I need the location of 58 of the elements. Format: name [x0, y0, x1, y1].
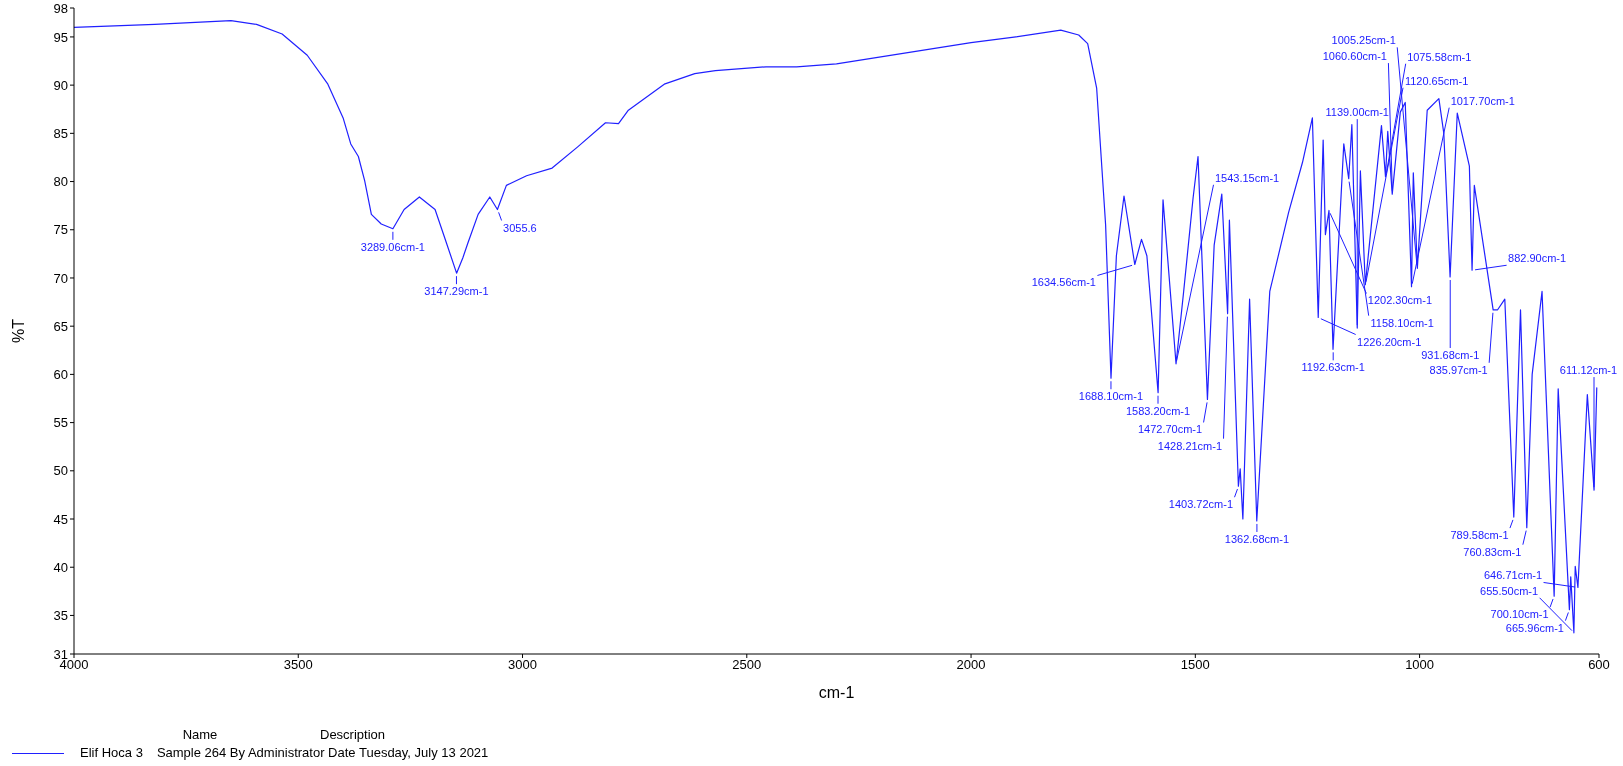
legend-label: Elif Hoca 3	[80, 744, 143, 762]
annotation: 1120.65cm-1	[1404, 74, 1469, 87]
y-axis-title: %T	[9, 318, 27, 343]
x-tick-label: 600	[1588, 657, 1610, 673]
y-tick-label: 85	[53, 125, 68, 141]
annotation: 882.90cm-1	[1508, 252, 1567, 265]
y-tick-label: 65	[53, 318, 68, 334]
annotation: 1472.70cm-1	[1137, 423, 1203, 436]
annotation: 1192.63cm-1	[1301, 361, 1365, 374]
y-tick-label: 70	[53, 270, 68, 286]
annotation: 3147.29cm-1	[424, 285, 489, 298]
y-tick-label: 55	[53, 415, 68, 431]
y-tick-label: 60	[53, 367, 68, 382]
annotation: 1428.21cm-1	[1157, 439, 1223, 452]
y-tick-label: 80	[53, 174, 68, 190]
y-tick-label: 98	[53, 0, 68, 16]
y-tick-label: 75	[53, 222, 68, 238]
legend-title: Name	[181, 726, 219, 744]
annotation: 835.97cm-1	[1429, 363, 1488, 376]
annotation: 760.83cm-1	[1463, 545, 1522, 558]
annotation: 655.50cm-1	[1480, 584, 1539, 597]
annotation: 1403.72cm-1	[1168, 498, 1234, 511]
annotation: 1075.58cm-1	[1407, 50, 1472, 63]
annotation: 1543.15cm-1	[1214, 171, 1280, 184]
x-tick-label: 2500	[732, 657, 762, 673]
y-tick-label: 45	[53, 511, 68, 527]
annotation: 1583.20cm-1	[1125, 404, 1191, 417]
annotation: 1017.70cm-1	[1450, 94, 1515, 107]
annotation: 1226.20cm-1	[1357, 335, 1422, 348]
y-tick-label: 40	[53, 559, 68, 575]
x-axis-title: cm-1	[818, 684, 855, 701]
y-tick-label: 50	[53, 463, 68, 479]
text: Description	[320, 726, 386, 744]
annotation: 665.96cm-1	[1505, 621, 1564, 634]
annotation: 3055.6	[503, 221, 537, 234]
annotation: 1688.10cm-1	[1078, 390, 1144, 403]
annotation: 1139.00cm-1	[1325, 106, 1389, 119]
annotation: 700.10cm-1	[1490, 608, 1549, 621]
annotation: 646.71cm-1	[1484, 569, 1543, 582]
x-tick-label: 3500	[283, 657, 313, 673]
annotation: 1005.25cm-1	[1331, 34, 1396, 47]
y-tick-label: 90	[53, 77, 68, 93]
annotation: 1158.10cm-1	[1370, 316, 1434, 329]
annotation: 931.68cm-1	[1421, 349, 1480, 362]
x-tick-label: 1500	[1180, 657, 1210, 673]
annotation: 789.58cm-1	[1450, 529, 1509, 542]
text: Sample 264 By Administrator Date Tuesday, July 13 2021	[156, 744, 489, 762]
annotation: 1202.30cm-1	[1367, 294, 1433, 307]
annotation: 1362.68cm-1	[1224, 532, 1290, 545]
y-tick-label: 35	[53, 608, 68, 624]
annotation: 3289.06cm-1	[360, 240, 425, 253]
x-tick-label: 2000	[956, 657, 986, 673]
annotation: 1634.56cm-1	[1031, 276, 1096, 289]
x-tick-label: 3000	[508, 657, 537, 673]
annotation: 611.12cm-1	[1559, 364, 1618, 377]
x-tick-label: 1000	[1405, 657, 1435, 673]
annotation: 1060.60cm-1	[1322, 50, 1387, 63]
y-tick-label: 95	[53, 29, 68, 45]
